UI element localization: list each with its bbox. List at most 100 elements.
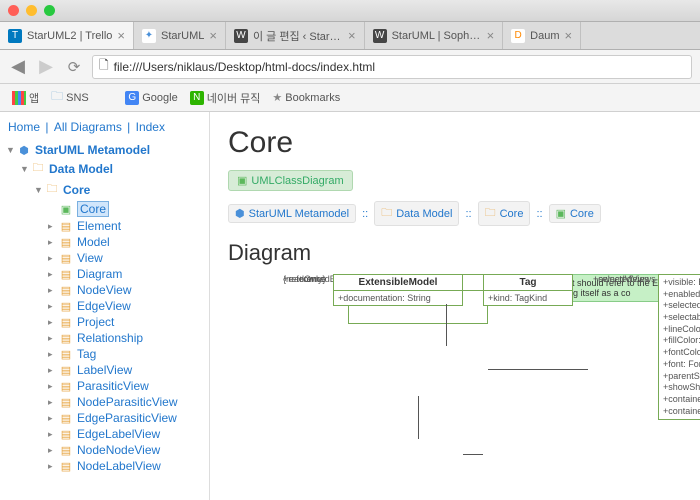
tab-close-icon[interactable]: × <box>565 28 573 43</box>
tree-datamodel[interactable]: ▼🗀Data Model <box>6 158 203 179</box>
browser-tab[interactable]: W 이 글 편집 ‹ StarUML × <box>226 22 365 49</box>
sidebar: Home | All Diagrams | Index ▼⬢StarUML Me… <box>0 112 210 500</box>
uml-attribute: +visible: Boolean <box>663 277 700 289</box>
crumb-datamodel[interactable]: 🗀Data Model <box>374 201 459 226</box>
package-icon: ▤ <box>58 284 74 297</box>
tree-core-pkg[interactable]: ▼🗀Core <box>6 179 203 200</box>
uml-class-extensiblemodel[interactable]: ExtensibleModel +documentation: String <box>333 274 463 306</box>
back-button[interactable]: ◀ <box>8 56 28 77</box>
package-icon: ▤ <box>58 380 74 393</box>
uml-attribute: +font: Font <box>663 359 700 371</box>
uml-attribute: +fontColor: String <box>663 347 700 359</box>
package-icon: ▤ <box>58 220 74 233</box>
uml-attribute: +showShadow: Boo <box>663 382 700 394</box>
tree-item[interactable]: ▸▤View <box>6 250 203 266</box>
browser-tab[interactable]: TStarUML2 | Trello× <box>0 22 134 49</box>
minimize-dot[interactable] <box>26 5 37 16</box>
tree-item[interactable]: ▸▤ParasiticView <box>6 378 203 394</box>
page-content: Home | All Diagrams | Index ▼⬢StarUML Me… <box>0 112 700 500</box>
tree-item[interactable]: ▸▤EdgeParasiticView <box>6 410 203 426</box>
tree-item[interactable]: ▸▤Tag <box>6 346 203 362</box>
crumb-home[interactable]: Home <box>8 120 40 134</box>
package-icon: ▤ <box>58 300 74 313</box>
crumb-core-diag[interactable]: ▣Core <box>549 204 601 223</box>
package-icon: ▤ <box>58 268 74 281</box>
macos-titlebar <box>0 0 700 22</box>
tree-root[interactable]: ▼⬢StarUML Metamodel <box>6 142 203 158</box>
tab-close-icon[interactable]: × <box>209 28 217 43</box>
tree-item[interactable]: ▸▤Relationship <box>6 330 203 346</box>
tree-item[interactable]: ▸▤Project <box>6 314 203 330</box>
bookmark-folder[interactable]: 🗀SNS <box>47 85 117 110</box>
uml-class-tag[interactable]: Tag +kind: TagKind <box>483 274 573 306</box>
uml-attribute: +selected: Boolean <box>663 300 700 312</box>
package-icon: ▤ <box>58 332 74 345</box>
crumb-core-pkg[interactable]: 🗀Core <box>478 201 531 226</box>
package-icon: ▤ <box>58 236 74 249</box>
package-icon: ▤ <box>58 428 74 441</box>
folder-icon: 🗀 <box>51 87 63 108</box>
uml-edge <box>418 396 419 439</box>
tree-item[interactable]: ▸▤EdgeView <box>6 298 203 314</box>
section-diagram-title: Diagram <box>228 240 682 266</box>
uml-attribute: +parentStyle: Boo <box>663 371 700 383</box>
diagram-icon: ▣ <box>237 174 247 187</box>
browser-toolbar: ◀ ▶ ⟳ 🗋 file:///Users/niklaus/Desktop/ht… <box>0 50 700 84</box>
reload-button[interactable]: ⟳ <box>64 58 84 76</box>
browser-tabstrip: TStarUML2 | Trello×✦StarUML×W이 글 편집 ‹ St… <box>0 22 700 50</box>
package-icon: ▤ <box>58 412 74 425</box>
package-icon: ▤ <box>58 316 74 329</box>
favicon: D <box>511 29 525 43</box>
browser-tab[interactable]: WStarUML | Sophistic× <box>365 22 504 49</box>
sidebar-breadcrumb: Home | All Diagrams | Index <box>6 120 203 134</box>
tab-title: StarUML <box>161 30 204 42</box>
uml-role: +reference <box>283 274 326 284</box>
tree-item[interactable]: ▸▤NodeLabelView <box>6 458 203 474</box>
uml-class-view[interactable]: +visible: Boolean+enabled: Boolean+selec… <box>658 274 700 420</box>
package-icon: ▤ <box>58 444 74 457</box>
tree-item[interactable]: ▸▤Model <box>6 234 203 250</box>
url-bar[interactable]: 🗋 file:///Users/niklaus/Desktop/html-doc… <box>92 55 692 79</box>
forward-button[interactable]: ▶ <box>36 56 56 77</box>
browser-tab[interactable]: ✦StarUML× <box>134 22 226 49</box>
tab-close-icon[interactable]: × <box>348 28 356 43</box>
crumb-all[interactable]: All Diagrams <box>54 120 122 134</box>
tree-item[interactable]: ▸▤Diagram <box>6 266 203 282</box>
crumb-metamodel[interactable]: ⬢StarUML Metamodel <box>228 204 356 223</box>
tab-title: StarUML2 | Trello <box>27 30 112 42</box>
tab-title: 이 글 편집 ‹ StarUML <box>253 28 343 44</box>
browser-tab[interactable]: D Daum × <box>503 22 581 49</box>
tree-item[interactable]: ▸▤EdgeLabelView <box>6 426 203 442</box>
tree-item[interactable]: ▸▤NodeParasiticView <box>6 394 203 410</box>
tree-item[interactable]: ▸▤NodeView <box>6 282 203 298</box>
tab-title: Daum <box>530 30 559 42</box>
package-icon: ▤ <box>58 348 74 361</box>
uml-diagram[interactable]: Element +_id: String 0..1 +_parent _pare… <box>228 274 682 494</box>
uml-attribute: +selectable: Integer <box>663 312 700 324</box>
page-title: Core <box>228 126 682 160</box>
tab-close-icon[interactable]: × <box>117 28 125 43</box>
tab-close-icon[interactable]: × <box>487 28 495 43</box>
uml-attribute: +containerExtendi <box>663 406 700 418</box>
uml-edge <box>446 304 447 346</box>
close-dot[interactable] <box>8 5 19 16</box>
uml-edge <box>488 369 588 370</box>
apps-button[interactable]: 앱 <box>8 88 43 108</box>
uml-attribute: +lineColor: String <box>663 324 700 336</box>
bookmark-google[interactable]: GGoogle <box>121 89 181 107</box>
package-icon: ▤ <box>58 364 74 377</box>
bookmark-naver[interactable]: N네이버 뮤직 <box>186 88 265 108</box>
uml-attribute: +fillColor: String <box>663 335 700 347</box>
url-text: file:///Users/niklaus/Desktop/html-docs/… <box>114 60 375 74</box>
crumb-index[interactable]: Index <box>136 120 165 134</box>
tree-item[interactable]: ▸▤LabelView <box>6 362 203 378</box>
tree-core-diagram[interactable]: ▣Core <box>6 200 203 218</box>
tree-item[interactable]: ▸▤NodeNodeView <box>6 442 203 458</box>
bookmarks-more[interactable]: ★Bookmarks <box>268 89 344 106</box>
diagram-type-badge[interactable]: ▣ UMLClassDiagram <box>228 170 353 191</box>
zoom-dot[interactable] <box>44 5 55 16</box>
package-icon: ▤ <box>58 252 74 265</box>
package-icon: ▤ <box>58 460 74 473</box>
tree-item[interactable]: ▸▤Element <box>6 218 203 234</box>
favicon: W <box>234 29 248 43</box>
